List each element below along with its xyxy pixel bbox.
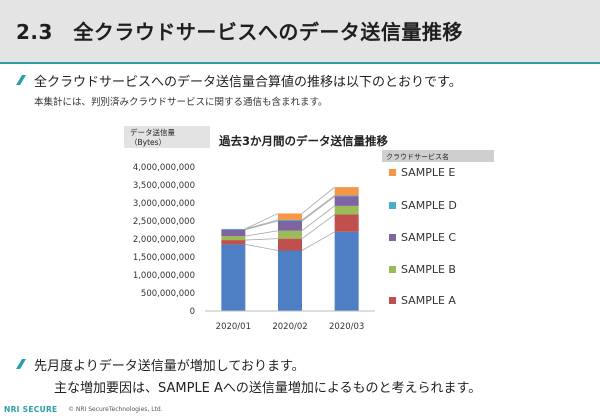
intro-text: 全クラウドサービスへのデータ送信量合算値の推移は以下のとおりです。 bbox=[34, 75, 462, 90]
bar-segment-sample-b-2020-02 bbox=[278, 230, 302, 239]
bar-segment-sample-e-2020-02 bbox=[278, 213, 302, 220]
bar-segment-sample-a-2020-03 bbox=[334, 214, 359, 232]
bar-segment-base-2020-03 bbox=[334, 231, 359, 311]
chart-ylabel-line-1: データ送信量 bbox=[130, 127, 175, 137]
bar-segment-sample-c-2020-03 bbox=[334, 196, 359, 206]
bar-segment-sample-e-2020-03 bbox=[334, 187, 359, 196]
connector-line bbox=[301, 195, 335, 221]
x-tick-label: 2020/01 bbox=[216, 322, 251, 332]
legend-label: SAMPLE E bbox=[401, 166, 455, 179]
connector-lines bbox=[245, 186, 335, 251]
connector-line bbox=[301, 186, 335, 214]
chart-ylabel-line-2: （Bytes） bbox=[130, 138, 166, 147]
connector-line bbox=[245, 220, 279, 231]
bar-segment-sample-a-2020-01 bbox=[221, 240, 246, 245]
connector-line bbox=[301, 231, 335, 251]
bar-segment-sample-c-2020-01 bbox=[221, 229, 246, 237]
bar-segment-sample-d-2020-01 bbox=[221, 228, 246, 230]
connector-line bbox=[245, 219, 279, 230]
y-tick-label: 2,000,000,000 bbox=[133, 235, 195, 245]
y-tick-label: 0 bbox=[190, 307, 195, 317]
footer-logo: NRI SECURE bbox=[4, 405, 58, 414]
legend-label: SAMPLE D bbox=[401, 199, 457, 212]
bar-segment-base-2020-01 bbox=[221, 244, 246, 311]
legend-label: SAMPLE B bbox=[401, 263, 456, 276]
connector-line bbox=[245, 213, 279, 230]
slash-bullet-icon bbox=[16, 75, 26, 85]
connector-line bbox=[301, 214, 335, 239]
connector-line bbox=[301, 196, 335, 222]
y-tick-label: 3,000,000,000 bbox=[133, 199, 195, 209]
footer-copyright: © NRI SecureTechnologies, Ltd. bbox=[68, 406, 163, 413]
bar-segment-sample-d-2020-03 bbox=[334, 195, 359, 197]
legend-swatch-sample-d bbox=[389, 202, 396, 209]
connector-line bbox=[301, 205, 335, 232]
y-tick-label: 2,500,000,000 bbox=[133, 217, 195, 227]
legend: SAMPLE E SAMPLE D SAMPLE C SAMPLE B SAMPLE A bbox=[389, 166, 457, 307]
bar-segment-sample-d-2020-02 bbox=[278, 219, 302, 221]
connector-line bbox=[245, 230, 279, 237]
bar-segment-sample-b-2020-03 bbox=[334, 205, 359, 215]
legend-swatch-sample-c bbox=[389, 234, 396, 241]
header-divider bbox=[0, 62, 600, 64]
y-tick-label: 3,500,000,000 bbox=[133, 181, 195, 191]
finding-line-1: 先月度よりデータ送信量が増加しております。 bbox=[34, 359, 305, 374]
bar-segment-sample-c-2020-02 bbox=[278, 221, 302, 231]
y-tick-label: 1,000,000,000 bbox=[133, 271, 195, 281]
x-tick-label: 2020/03 bbox=[329, 322, 364, 332]
y-tick-label: 500,000,000 bbox=[141, 289, 195, 299]
bar-segment-sample-b-2020-01 bbox=[221, 236, 246, 241]
legend-swatch-sample-b bbox=[389, 266, 396, 273]
legend-swatch-sample-a bbox=[389, 297, 396, 304]
slash-bullet-icon bbox=[16, 359, 26, 369]
bar-segment-sample-a-2020-02 bbox=[278, 238, 302, 251]
y-tick-label: 1,500,000,000 bbox=[133, 253, 195, 263]
connector-line bbox=[245, 238, 279, 241]
legend-title-box bbox=[382, 150, 494, 162]
legend-title: クラウドサービス名 bbox=[386, 152, 449, 161]
y-tick-label: 4,000,000,000 bbox=[133, 163, 195, 173]
intro-subtext: 本集計には、判別済みクラウドサービスに関する通信も含まれます。 bbox=[34, 97, 328, 108]
finding-line-2: 主な増加要因は、SAMPLE Aへの送信量増加によるものと考えられます。 bbox=[54, 381, 482, 396]
x-axis: 2020/01 2020/02 2020/03 bbox=[205, 310, 375, 332]
legend-label: SAMPLE C bbox=[401, 231, 456, 244]
bar-segment-base-2020-02 bbox=[278, 250, 302, 311]
bars bbox=[221, 187, 359, 311]
slide-title: 2.3 全クラウドサービスへのデータ送信量推移 bbox=[16, 20, 463, 44]
connector-line bbox=[245, 244, 279, 251]
legend-swatch-sample-e bbox=[389, 169, 396, 176]
chart-title: 過去3か月間のデータ送信量推移 bbox=[218, 134, 389, 148]
chart-ylabel-box: データ送信量 （Bytes） bbox=[124, 126, 210, 148]
x-tick-label: 2020/02 bbox=[272, 322, 307, 332]
legend-label: SAMPLE A bbox=[401, 294, 456, 307]
y-axis: 0 500,000,000 1,000,000,000 1,500,000,000 2,… bbox=[133, 163, 195, 317]
slide-header: 2.3 全クラウドサービスへのデータ送信量推移 bbox=[0, 0, 600, 62]
